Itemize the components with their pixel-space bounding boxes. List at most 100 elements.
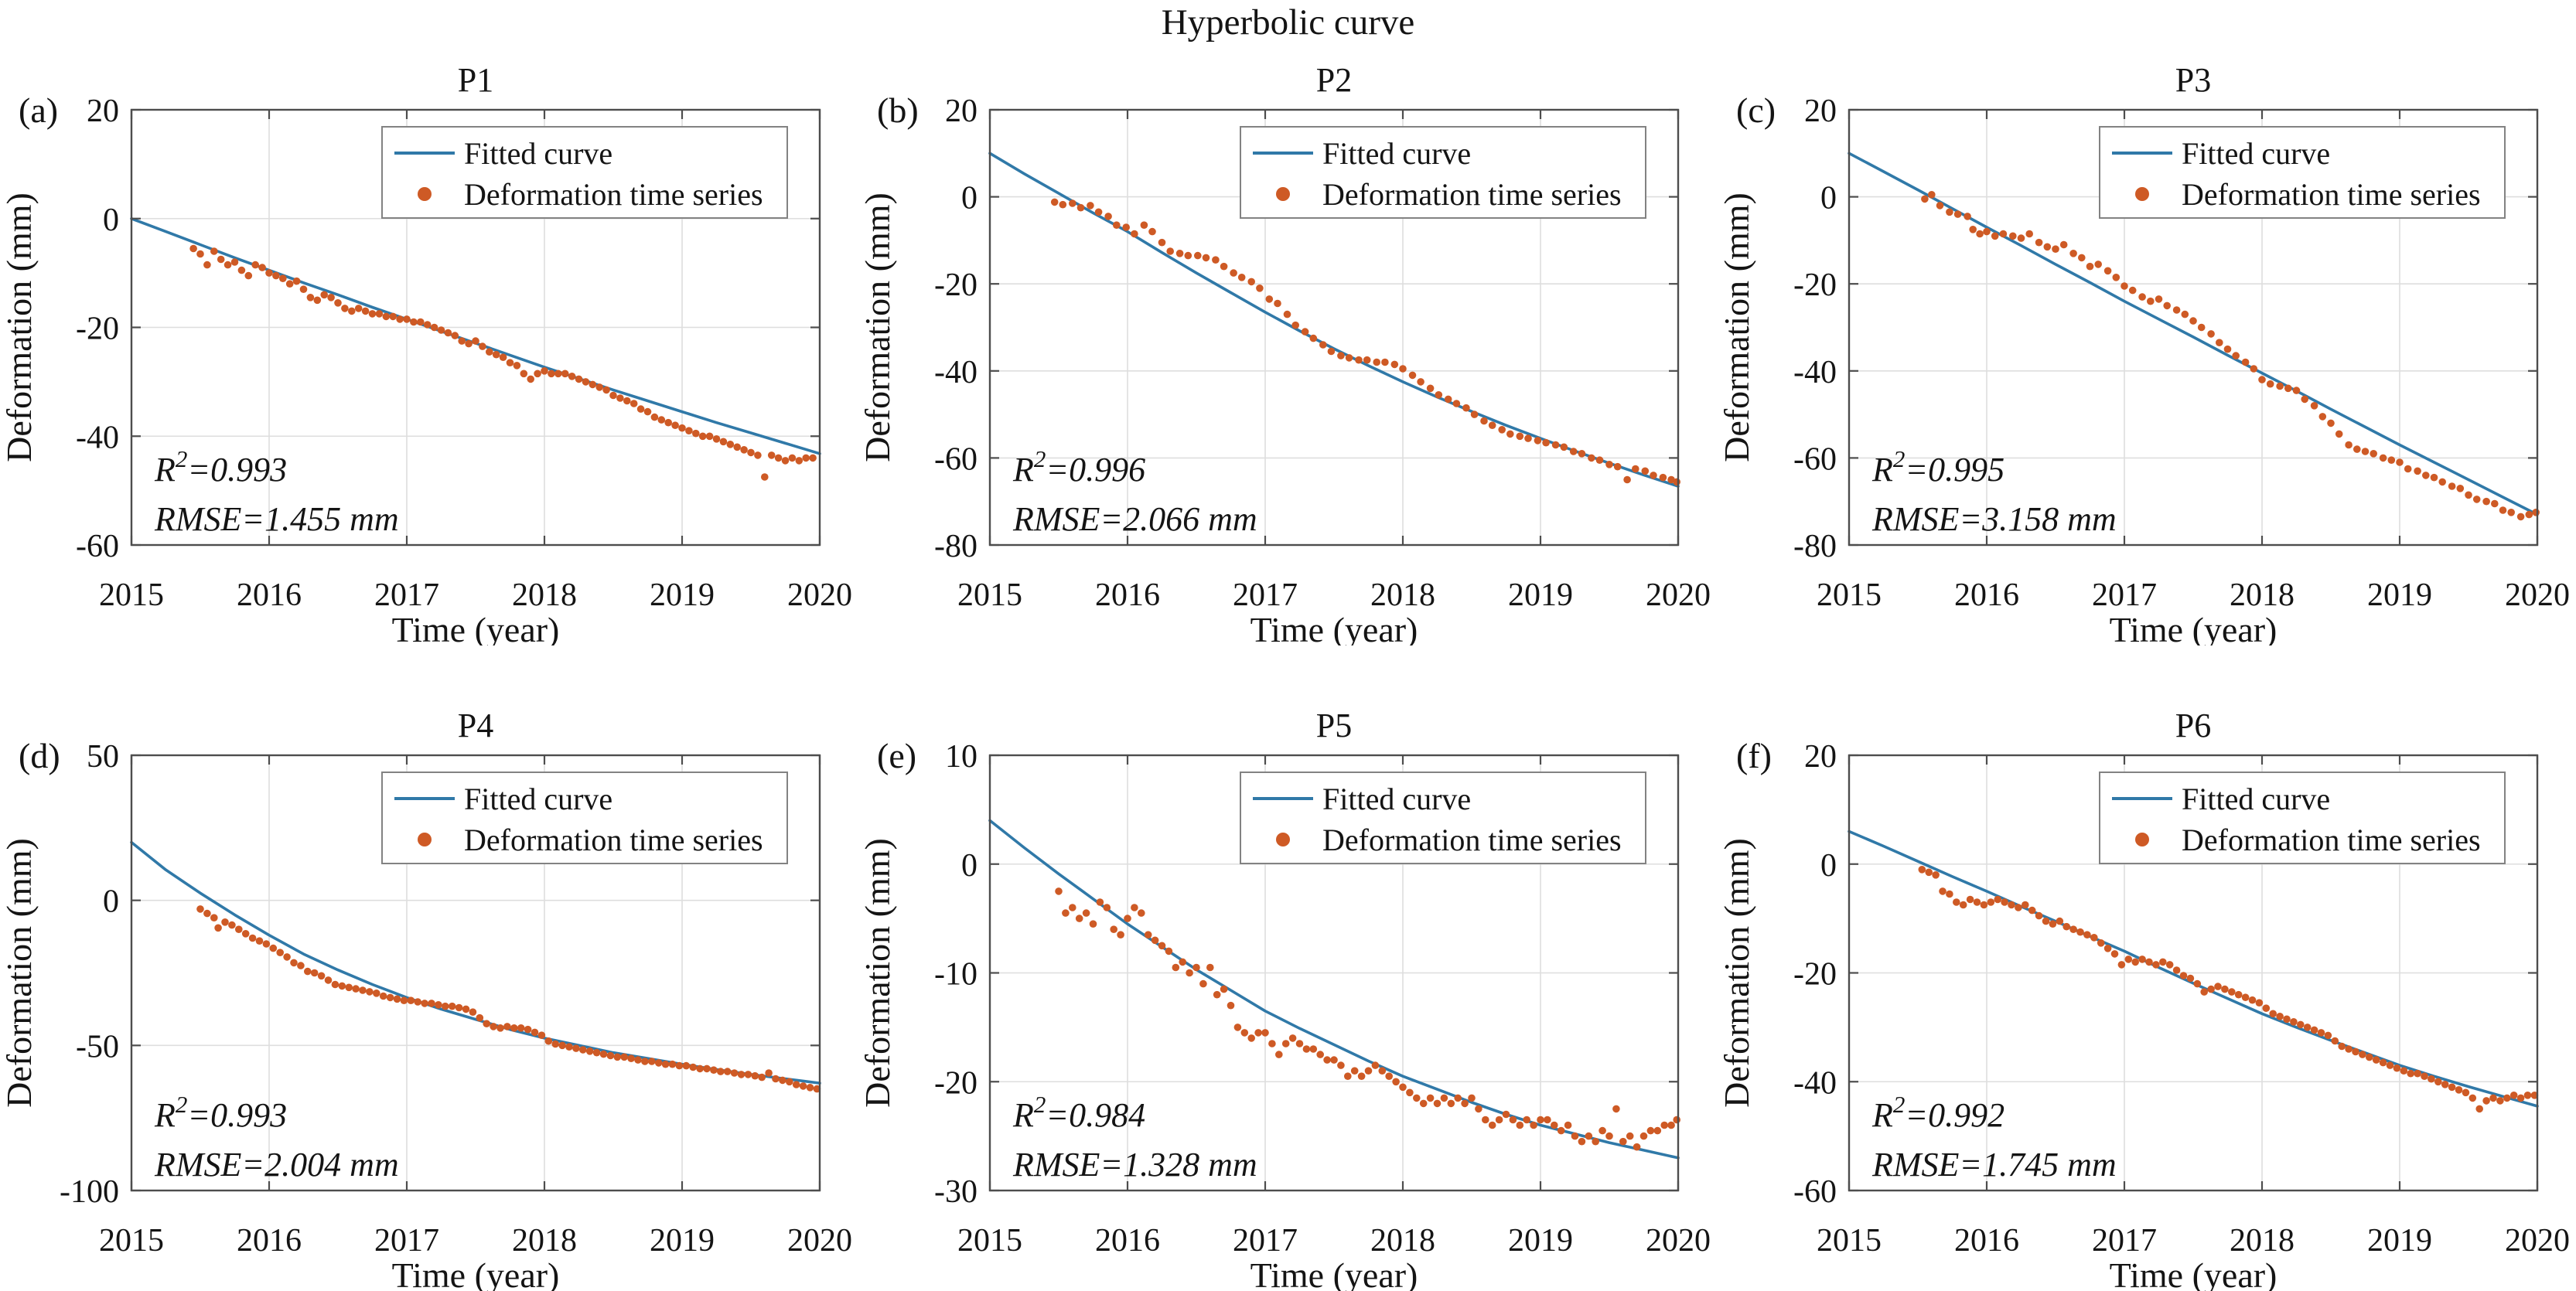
- scatter-point: [620, 1053, 628, 1061]
- scatter-point: [210, 914, 218, 921]
- scatter-point: [2335, 430, 2343, 438]
- scatter-point: [292, 277, 301, 285]
- scatter-point: [1363, 356, 1371, 364]
- scatter-point: [2028, 906, 2036, 915]
- x-tick-label: 2017: [2092, 577, 2157, 613]
- x-tick-label: 2015: [957, 1223, 1022, 1259]
- scatter-point: [2290, 1018, 2298, 1026]
- fitted-curve-line: [130, 840, 821, 1085]
- panel-title: P3: [2175, 61, 2211, 99]
- scatter-point: [230, 258, 239, 266]
- scatter-point: [541, 367, 548, 375]
- scatter-point: [2318, 413, 2327, 421]
- panel-f-chart: 2015 2016 2017 2018 2019 2020200-20-40-60P6(f…: [1718, 707, 2570, 1291]
- scatter-point: [1399, 1083, 1407, 1092]
- scatter-point: [802, 454, 810, 462]
- scatter-point: [1578, 450, 1586, 458]
- scatter-point: [1364, 1067, 1373, 1075]
- scatter-point: [2331, 1037, 2339, 1045]
- scatter-point: [2009, 232, 2017, 240]
- panel-title: P1: [458, 61, 493, 99]
- scatter-point: [1605, 1132, 1613, 1140]
- scatter-point: [2414, 467, 2421, 475]
- scatter-point: [2327, 419, 2335, 427]
- scatter-point: [606, 1051, 615, 1060]
- scatter-point: [561, 370, 569, 378]
- scatter-point: [2255, 999, 2264, 1007]
- scatter-point: [1551, 1121, 1558, 1129]
- legend-scatter-label: Deformation time series: [1322, 823, 1622, 857]
- legend-marker-sample: [1276, 187, 1290, 201]
- panel-title: P2: [1316, 61, 1352, 99]
- scatter-point: [462, 1005, 470, 1013]
- scatter-point: [407, 996, 415, 1004]
- scatter-point: [813, 1085, 821, 1093]
- scatter-point: [2448, 482, 2456, 490]
- scatter-point: [534, 370, 541, 378]
- scatter-point: [283, 953, 291, 961]
- scatter-point: [2214, 983, 2222, 990]
- y-tick-label: -100: [60, 1174, 119, 1210]
- scatter-point: [689, 1063, 697, 1071]
- scatter-point: [1055, 887, 1063, 895]
- scatter-point: [2250, 365, 2258, 373]
- y-tick-label: -50: [76, 1029, 119, 1064]
- legend-line-label: Fitted curve: [464, 782, 612, 816]
- scatter-point: [1419, 1099, 1428, 1108]
- scatter-point: [2532, 509, 2540, 516]
- scatter-point: [1454, 1094, 1462, 1102]
- scatter-point: [703, 1064, 711, 1073]
- scatter-point: [761, 473, 769, 481]
- x-tick-label: 2020: [1646, 1223, 1711, 1259]
- y-tick-label: -20: [1793, 957, 1837, 993]
- scatter-point: [1113, 221, 1121, 230]
- x-tick-label: 2019: [650, 577, 715, 613]
- scatter-point: [1999, 230, 2008, 238]
- scatter-point: [251, 261, 260, 269]
- scatter-point: [2317, 1029, 2325, 1037]
- scatter-point: [2422, 472, 2430, 479]
- scatter-point: [499, 353, 507, 362]
- scatter-point: [648, 1058, 656, 1065]
- scatter-point: [1462, 404, 1470, 412]
- scatter-point: [2076, 928, 2084, 936]
- scatter-point: [476, 1013, 484, 1022]
- x-tick-label: 2016: [1095, 577, 1160, 613]
- scatter-point: [558, 1041, 566, 1050]
- scatter-point: [2407, 1069, 2414, 1078]
- y-tick-label: -60: [76, 529, 119, 564]
- scatter-point: [585, 1047, 594, 1055]
- scatter-point: [1530, 1121, 1537, 1129]
- y-axis-title: Deformation (mm): [1718, 838, 1756, 1108]
- scatter-point: [705, 432, 714, 441]
- scatter-point: [661, 1060, 670, 1068]
- scatter-point: [2345, 1045, 2353, 1053]
- legend-box: [1240, 126, 1646, 219]
- scatter-point: [2097, 939, 2105, 947]
- scatter-point: [527, 375, 534, 383]
- scatter-point: [1194, 251, 1202, 260]
- scatter-point: [616, 394, 624, 402]
- y-axis-title: Deformation (mm): [1718, 192, 1756, 462]
- scatter-point: [386, 993, 394, 1002]
- legend: Fitted curve Deformation time series: [1240, 126, 1646, 219]
- scatter-point: [1399, 365, 1407, 373]
- scatter-point: [324, 976, 333, 984]
- scatter-point: [2221, 985, 2229, 993]
- scatter-point: [1632, 465, 1639, 473]
- legend: Fitted curve Deformation time series: [2099, 126, 2506, 219]
- scatter-point: [2276, 382, 2284, 390]
- scatter-point: [1440, 1094, 1448, 1102]
- scatter-point: [306, 294, 315, 301]
- scatter-point: [334, 299, 342, 307]
- scatter-point: [641, 1058, 649, 1065]
- scatter-point: [1413, 1094, 1421, 1102]
- scatter-point: [754, 451, 762, 459]
- scatter-point: [2052, 245, 2059, 254]
- scatter-point: [2324, 1031, 2332, 1040]
- y-tick-label: 20: [87, 94, 119, 129]
- scatter-point: [1392, 1078, 1400, 1086]
- plot-border: [988, 108, 1680, 547]
- scatter-point: [744, 1071, 752, 1078]
- scatter-point: [1991, 232, 1999, 240]
